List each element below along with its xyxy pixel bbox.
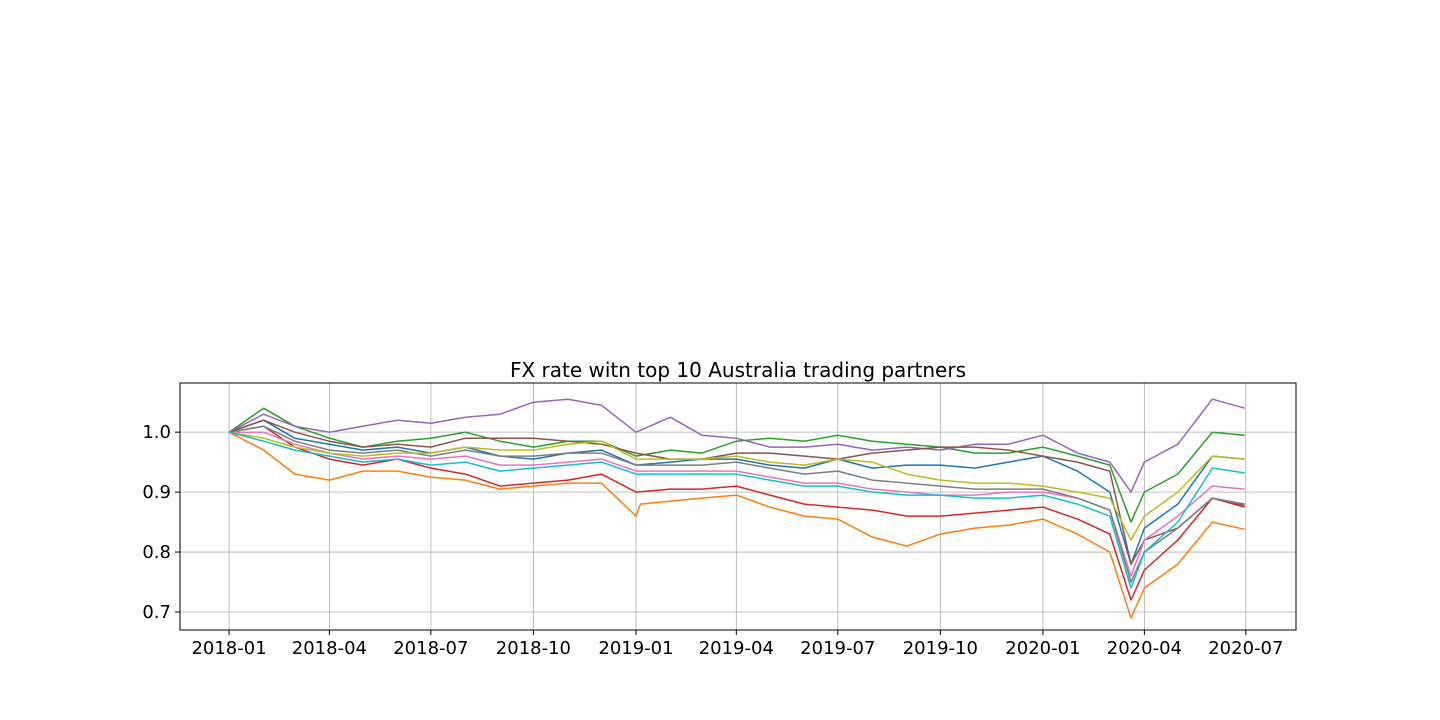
x-tick-label: 2018-04 [292,638,367,659]
y-tick-label: 0.9 [142,482,171,503]
x-tick-label: 2019-07 [800,638,875,659]
x-tick-label: 2018-10 [496,638,571,659]
y-tick-label: 0.7 [142,602,171,623]
series-line-6 [228,419,1245,565]
series-line-3 [228,407,1245,523]
series-line-8 [228,425,1245,583]
axis-ticks: 2018-01 2018-04 2018-07 2018-10 2019-01 2019-… [142,422,1283,659]
x-tick-label: 2019-01 [598,638,673,659]
x-tick-label: 2019-04 [699,638,774,659]
plot-frame [179,382,1297,631]
x-tick-label: 2019-10 [903,638,978,659]
y-tick-label: 0.8 [142,542,171,563]
series-line-2 [228,431,1245,619]
y-tick-label: 1.0 [142,422,171,443]
x-tick-label: 2020-01 [1005,638,1080,659]
series-line-10 [228,431,1245,589]
grid [180,383,1296,630]
series-lines [228,398,1245,619]
series-line-5 [228,398,1245,493]
x-tick-label: 2020-07 [1208,638,1283,659]
series-line-1 [228,419,1245,565]
x-tick-label: 2020-04 [1107,638,1182,659]
x-tick-label: 2018-07 [393,638,468,659]
series-line-9 [228,431,1245,541]
chart-title: FX rate witn top 10 Australia trading pa… [510,358,966,382]
x-tick-label: 2018-01 [191,638,266,659]
